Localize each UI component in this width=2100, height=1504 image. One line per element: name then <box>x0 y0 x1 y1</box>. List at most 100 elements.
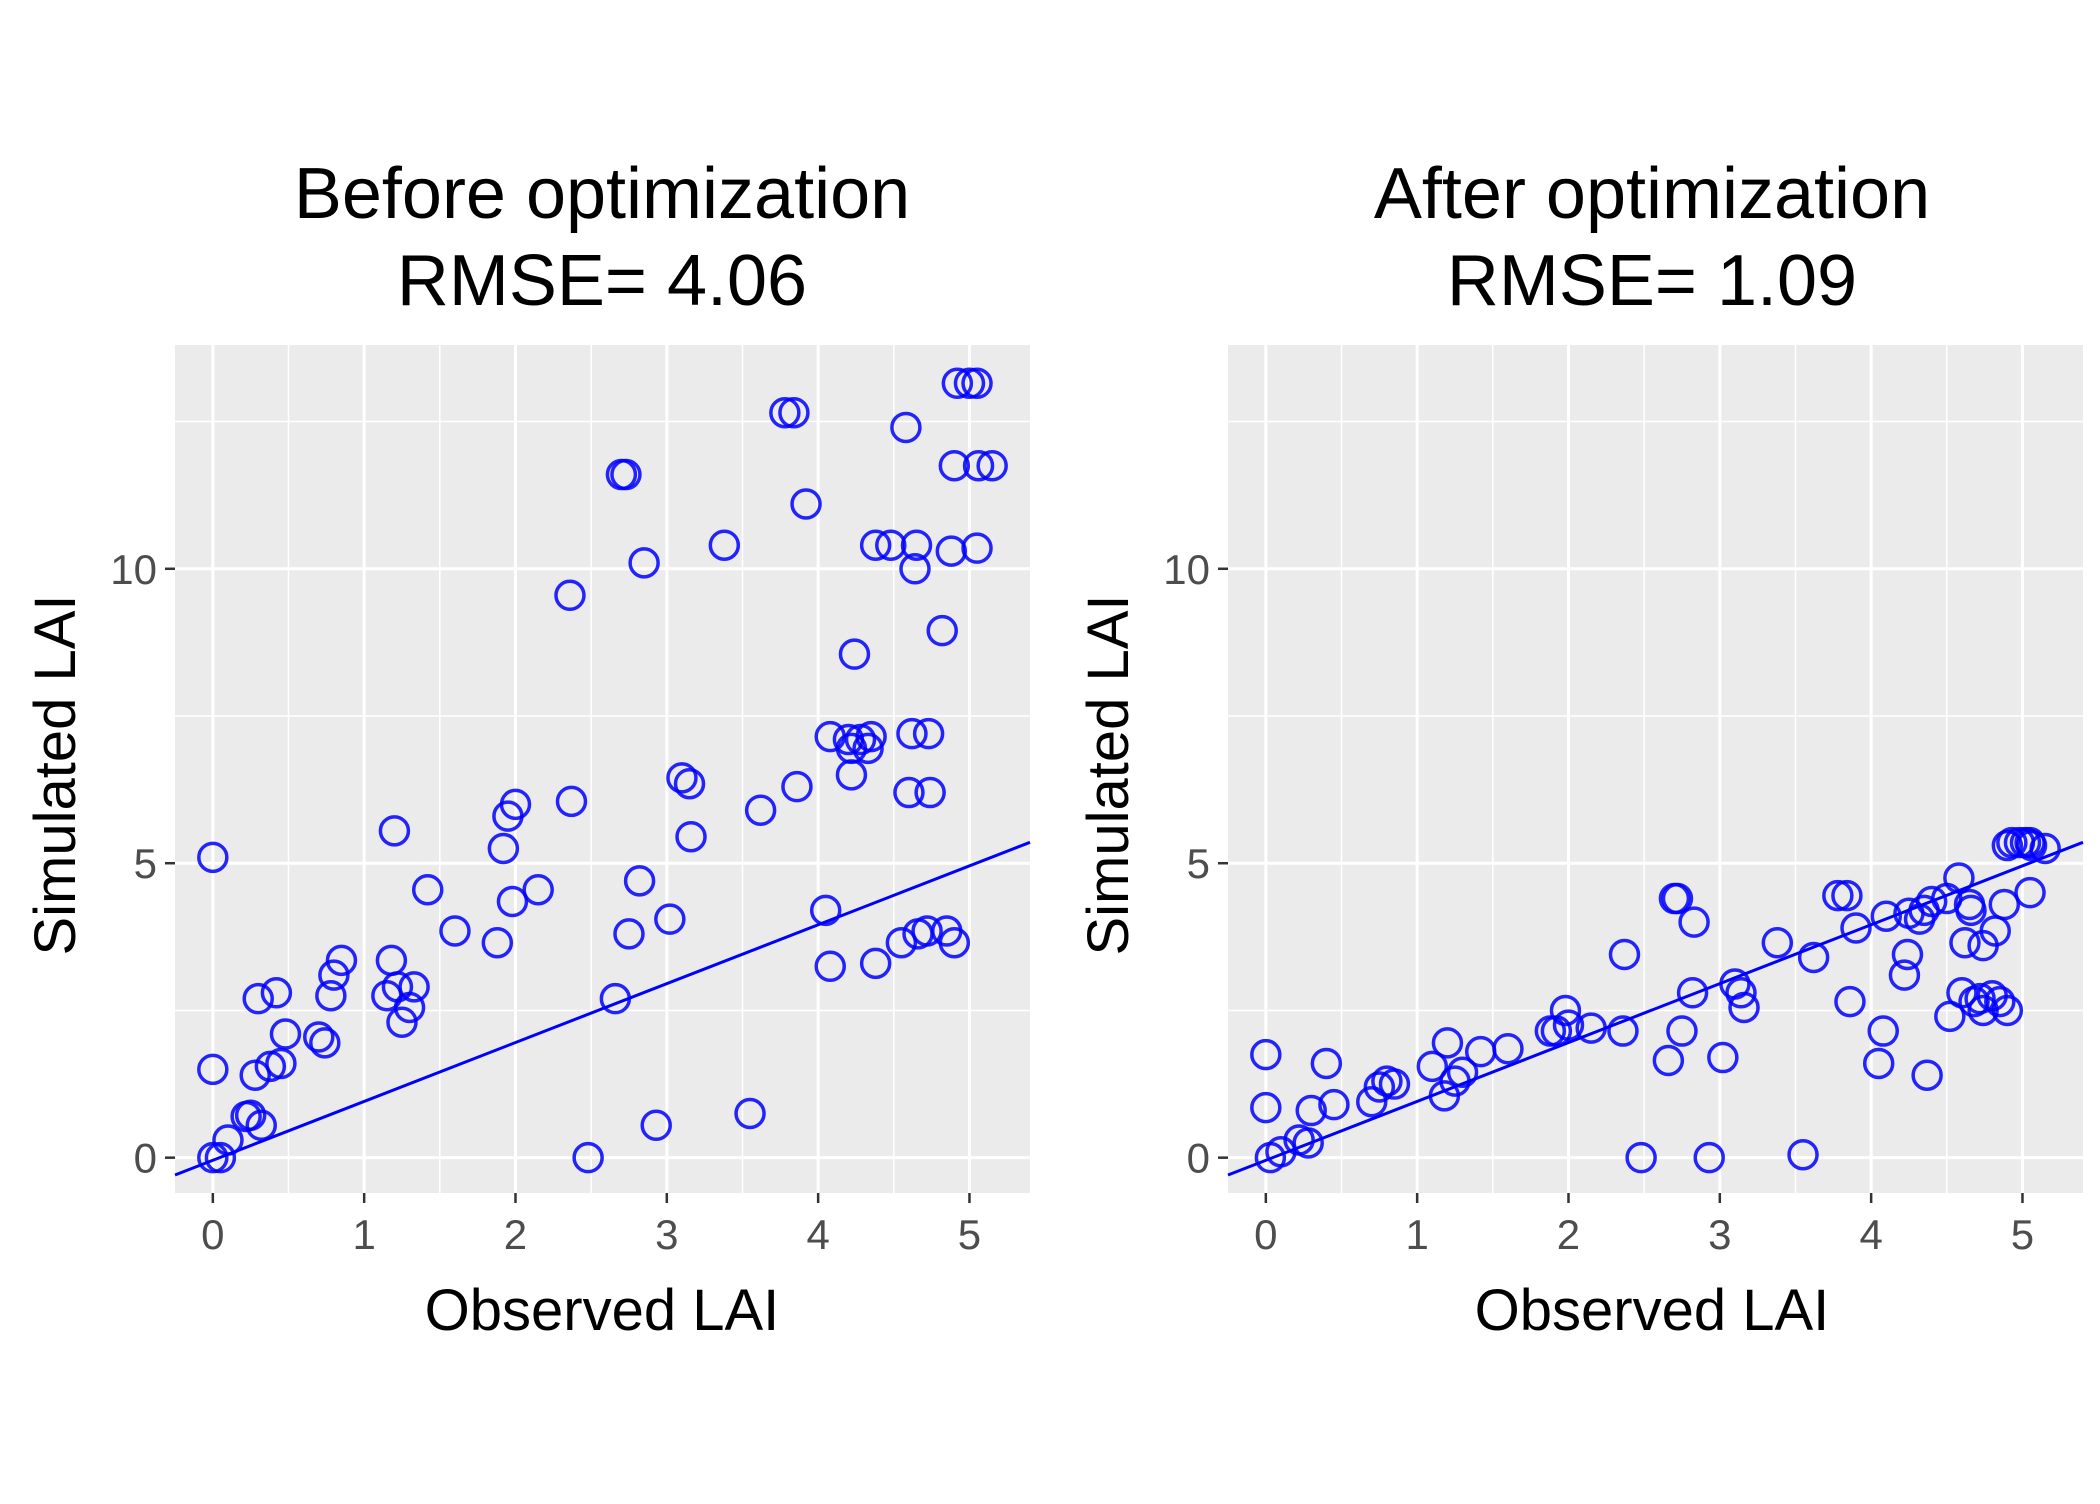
data-point <box>555 785 588 818</box>
data-point <box>734 1097 766 1130</box>
data-point <box>1250 1038 1282 1071</box>
data-point <box>309 1027 341 1059</box>
data-point <box>2029 832 2061 865</box>
data-point <box>1676 977 1709 1009</box>
data-point <box>572 1141 604 1174</box>
x-tick-label: 5 <box>2011 1211 2034 1258</box>
y-axis-title: Simulated LAI <box>1076 594 1141 955</box>
data-point <box>790 488 822 520</box>
x-tick-label: 0 <box>1254 1211 1277 1258</box>
data-point <box>961 367 993 400</box>
data-point <box>1787 1138 1819 1171</box>
data-point <box>1363 1071 1396 1103</box>
data-point <box>1446 1056 1479 1089</box>
data-point <box>1439 1065 1471 1097</box>
regression-line <box>1227 840 2084 1177</box>
data-point <box>1984 985 2016 1018</box>
data-point <box>481 926 514 959</box>
y-tick-label: 10 <box>110 546 157 593</box>
data-point <box>654 903 686 935</box>
data-point <box>885 926 918 959</box>
y-axis-title: Simulated LAI <box>23 594 88 955</box>
x-tick-label: 2 <box>1557 1211 1580 1258</box>
data-point <box>398 971 430 1003</box>
data-point <box>1678 906 1710 938</box>
data-point <box>900 529 933 561</box>
data-point <box>962 449 995 482</box>
data-point <box>1661 882 1694 915</box>
data-point <box>814 950 846 983</box>
data-point <box>893 776 925 809</box>
data-point <box>708 529 741 561</box>
data-point <box>610 458 642 491</box>
x-tick-label: 0 <box>201 1211 224 1258</box>
data-point <box>1996 826 2028 859</box>
data-point <box>393 991 426 1024</box>
plot-background <box>175 345 1030 1193</box>
data-point <box>935 535 968 567</box>
data-point <box>303 1021 335 1053</box>
data-point <box>1831 879 1863 912</box>
data-point <box>197 841 229 874</box>
grid-lines <box>1228 345 2083 1193</box>
data-point <box>439 915 471 947</box>
data-point <box>911 915 943 947</box>
data-point <box>890 411 922 444</box>
data-point <box>315 979 347 1012</box>
data-point <box>197 1053 229 1086</box>
data-point <box>1552 1009 1585 1041</box>
data-point <box>875 529 907 561</box>
x-tick-label: 1 <box>352 1211 375 1258</box>
data-point <box>855 720 887 753</box>
data-point <box>269 1018 302 1050</box>
data-point <box>1867 1015 1899 1047</box>
x-tick-label: 1 <box>1405 1211 1428 1258</box>
data-point <box>1416 1050 1449 1083</box>
data-point <box>1549 994 1582 1027</box>
panel-after-optimization: After optimization RMSE= 1.09 0 1 2 3 4 5 0 5 1… <box>1076 154 2084 1343</box>
data-point <box>245 1109 278 1142</box>
data-point <box>673 767 706 800</box>
data-point <box>265 1047 297 1080</box>
scatter-points <box>197 367 1008 1174</box>
data-point <box>1797 941 1830 974</box>
data-point <box>1707 1041 1739 1074</box>
data-point <box>1431 1027 1464 1059</box>
data-point <box>809 894 842 927</box>
data-point <box>1991 829 2024 862</box>
data-point <box>2015 829 2048 862</box>
y-axis-ticks: 0 5 10 <box>110 546 175 1182</box>
data-point <box>938 926 971 959</box>
data-point <box>1964 982 1996 1015</box>
data-point <box>1888 959 1921 991</box>
x-tick-label: 3 <box>655 1211 678 1258</box>
x-axis-title: Observed LAI <box>1475 1278 1830 1343</box>
data-point <box>938 449 971 482</box>
data-point <box>1492 1032 1524 1065</box>
grid-lines <box>175 345 1030 1193</box>
data-point <box>204 1141 237 1174</box>
x-axis-ticks: 0 1 2 3 4 5 <box>1254 1193 2034 1258</box>
data-point <box>1310 1047 1343 1080</box>
data-point <box>2014 876 2046 909</box>
x-tick-label: 3 <box>1708 1211 1731 1258</box>
data-point <box>378 815 411 847</box>
data-point <box>899 553 931 585</box>
data-point <box>781 770 813 803</box>
data-point <box>1915 885 1948 918</box>
data-point <box>912 717 945 750</box>
data-point <box>1840 912 1872 944</box>
x-tick-label: 4 <box>1859 1211 1882 1258</box>
data-point <box>1693 1141 1725 1174</box>
y-tick-label: 0 <box>1187 1135 1210 1182</box>
data-point <box>926 614 958 647</box>
data-point <box>599 982 632 1015</box>
panel-subtitle: RMSE= 4.06 <box>397 241 807 321</box>
data-point <box>1991 994 2024 1027</box>
data-point <box>1292 1127 1324 1159</box>
data-point <box>1862 1047 1895 1080</box>
data-point <box>838 638 871 670</box>
data-point <box>1870 900 1903 932</box>
